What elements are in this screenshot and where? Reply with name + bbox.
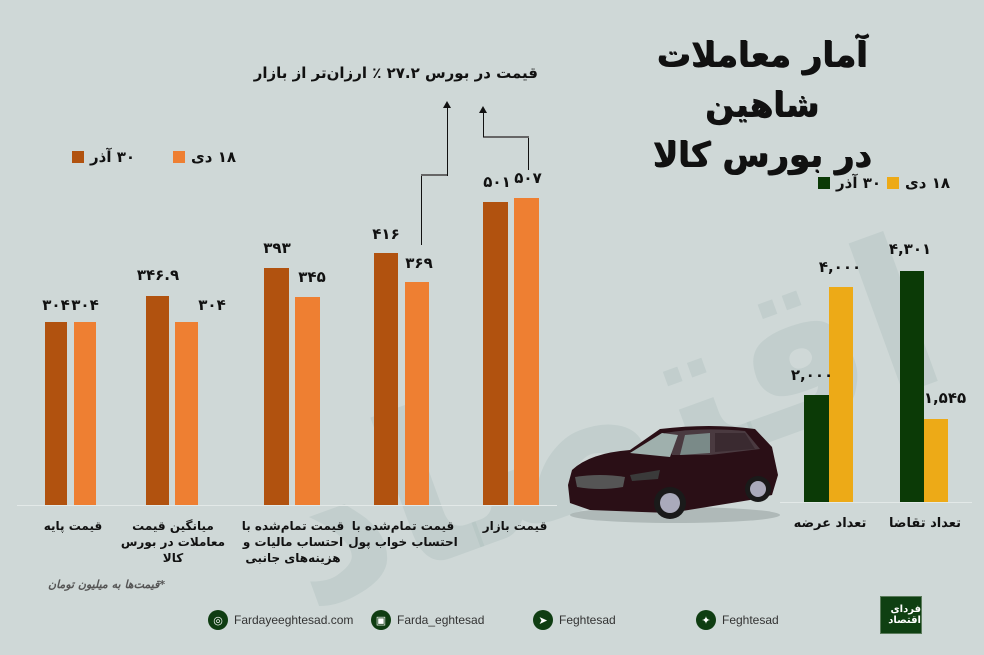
- category-line: هزینه‌های جانبی: [245, 551, 341, 565]
- footer-instagram[interactable]: ▣ Farda_eghtesad: [371, 610, 484, 630]
- legend-swatch: [887, 177, 900, 189]
- twitter-icon: ✦: [696, 610, 716, 630]
- footer-website[interactable]: ◎ Fardayeeghtesad.com: [208, 610, 353, 630]
- category-line: احتساب مالیات و: [242, 535, 344, 549]
- value-label: ۳۰۴: [42, 296, 70, 314]
- category-line: قیمت بازار: [482, 519, 548, 533]
- category-line: قیمت تمام‌شده با: [241, 519, 345, 533]
- footer-telegram[interactable]: ➤ Feghtesad: [533, 610, 616, 630]
- category-line: تعداد عرضه: [793, 516, 867, 531]
- bar-c3-azar: [264, 268, 289, 505]
- value-label: ۳۹۳: [263, 239, 291, 257]
- bar-supply-azar: [804, 395, 829, 502]
- category-label: تعداد تقاضا: [885, 516, 965, 532]
- category-label: میانگین قیمت معاملات در بورس کالا: [118, 518, 228, 566]
- category-label: قیمت بازار: [475, 518, 555, 534]
- bar-supply-dey: [829, 287, 853, 502]
- footer-label: Feghtesad: [559, 613, 616, 627]
- category-label: تعداد عرضه: [790, 516, 870, 532]
- legend-item-18-dey: ۱۸ دی: [173, 148, 236, 166]
- value-label: ۴,۰۰۰: [818, 258, 862, 276]
- legend-swatch: [818, 177, 830, 189]
- value-label: ۱,۵۴۵: [923, 389, 967, 407]
- legend-label: ۱۸ دی: [905, 174, 950, 192]
- value-label: ۳۴۵: [298, 268, 326, 286]
- footer-twitter[interactable]: ✦ Feghtesad: [696, 610, 779, 630]
- bar-demand-azar: [900, 271, 924, 502]
- value-label: ۴۱۶: [372, 225, 400, 243]
- category-line: معاملات در بورس کالا: [120, 535, 226, 565]
- category-label: قیمت پایه: [28, 518, 118, 534]
- bar-c2-azar: [146, 296, 169, 505]
- left-legend: ۱۸ دی ۳۰ آذر: [72, 148, 236, 166]
- category-label: قیمت تمام‌شده با احتساب خواب پول: [348, 518, 458, 550]
- legend-swatch: [72, 151, 84, 163]
- title-line-2: در بورس کالا: [652, 135, 872, 175]
- legend-label: ۳۰ آذر: [90, 148, 136, 166]
- bar-c5-dey: [514, 198, 539, 505]
- bar-c1-azar: [45, 322, 67, 505]
- unit-note: *قیمت‌ها به میلیون تومان: [48, 578, 166, 591]
- category-line: قیمت تمام‌شده با: [351, 519, 455, 533]
- title-line-1: آمار معاملات شاهین: [656, 35, 868, 125]
- bar-demand-dey: [924, 419, 948, 502]
- footer-label: Feghtesad: [722, 613, 779, 627]
- value-label: ۳۰۴: [198, 296, 226, 314]
- telegram-icon: ➤: [533, 610, 553, 630]
- legend-swatch: [173, 151, 186, 163]
- right-legend: ۱۸ دی ۳۰ آذر: [818, 174, 950, 192]
- bar-c2-dey: [175, 322, 198, 505]
- value-label: ۲,۰۰۰: [790, 366, 834, 384]
- legend-label: ۱۸ دی: [191, 148, 236, 166]
- category-line: احتساب خواب پول: [348, 535, 458, 549]
- legend-label: ۳۰ آذر: [836, 174, 882, 192]
- bar-c4-azar: [374, 253, 398, 505]
- page-title: آمار معاملات شاهین در بورس کالا: [602, 30, 922, 180]
- footer-label: Farda_eghtesad: [397, 613, 485, 627]
- brand-logo: فردای اقتصاد: [880, 596, 922, 634]
- category-line: تعداد تقاضا: [889, 516, 961, 531]
- legend-item-30-azar: ۳۰ آذر: [818, 174, 881, 192]
- bar-c5-azar: [483, 202, 508, 505]
- value-label: ۳۰۴: [71, 296, 99, 314]
- value-label: ۴,۳۰۱: [888, 240, 932, 258]
- value-label: ۳۶۹: [405, 254, 433, 272]
- globe-icon: ◎: [208, 610, 228, 630]
- legend-item-30-azar: ۳۰ آذر: [72, 148, 135, 166]
- bar-c4-dey: [405, 282, 429, 505]
- car-image: [560, 415, 785, 525]
- value-label: ۳۴۶.۹: [136, 266, 180, 284]
- legend-item-18-dey: ۱۸ دی: [887, 174, 950, 192]
- instagram-icon: ▣: [371, 610, 391, 630]
- bar-c1-dey: [74, 322, 96, 505]
- category-line: قیمت پایه: [43, 519, 103, 533]
- category-line: میانگین قیمت: [132, 519, 214, 533]
- value-label: ۵۰۷: [514, 169, 542, 187]
- annotation-text: قیمت در بورس ۲۷.۲ ٪ ارزان‌تر از بازار: [253, 64, 538, 82]
- category-label: قیمت تمام‌شده با احتساب مالیات و هزینه‌ه…: [238, 518, 348, 566]
- footer-label: Fardayeeghtesad.com: [234, 613, 354, 627]
- bar-c3-dey: [295, 297, 320, 505]
- value-label: ۵۰۱: [483, 173, 511, 191]
